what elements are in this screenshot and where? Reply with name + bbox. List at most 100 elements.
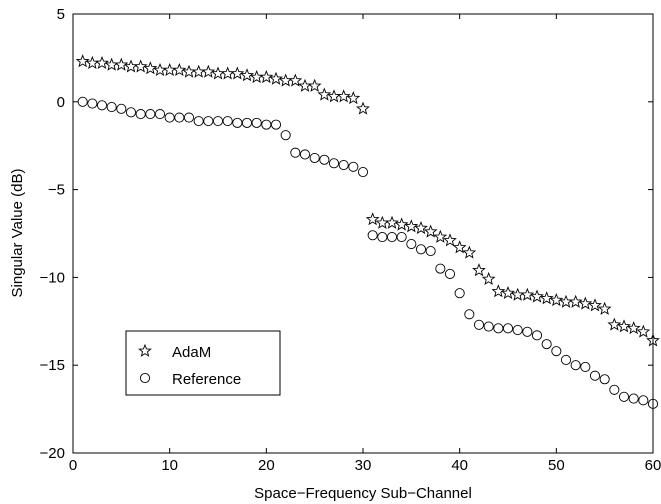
- circle-point: [261, 119, 272, 130]
- y-tick-label: 5: [57, 6, 65, 23]
- star-point: [356, 101, 370, 115]
- circle-point: [106, 102, 117, 113]
- circle-point: [145, 109, 156, 120]
- circle-point: [280, 130, 291, 141]
- circle-point: [232, 117, 243, 128]
- star-point: [443, 233, 457, 247]
- circle-point: [396, 231, 407, 243]
- circle-point: [125, 107, 137, 118]
- y-tick-label: −10: [40, 269, 65, 286]
- star-point: [269, 71, 283, 85]
- circle-point: [473, 319, 485, 330]
- circle-point: [309, 152, 320, 164]
- y-tick-label: 0: [57, 94, 65, 111]
- circle-point: [512, 325, 523, 336]
- x-tick-label: 30: [355, 457, 372, 474]
- circle-point: [193, 116, 204, 127]
- circle-point: [386, 231, 398, 243]
- circle-point: [116, 103, 127, 114]
- legend-box: [125, 330, 281, 396]
- star-point: [423, 224, 438, 238]
- star-point: [394, 217, 409, 231]
- star-point: [307, 78, 322, 92]
- circle-point: [290, 147, 301, 158]
- circle-point: [570, 360, 581, 371]
- star-point: [365, 212, 380, 226]
- circle-point: [406, 238, 417, 250]
- circle-point: [154, 109, 166, 120]
- circle-point: [348, 161, 359, 172]
- circle-point: [183, 112, 195, 123]
- circle-point: [531, 330, 543, 341]
- star-point: [75, 54, 90, 68]
- star-point: [578, 296, 593, 310]
- circle-point: [203, 116, 214, 127]
- x-tick-label: 20: [258, 457, 275, 474]
- star-point: [143, 61, 158, 75]
- circle-point: [367, 230, 378, 241]
- star-point: [201, 64, 216, 78]
- circle-point: [502, 323, 514, 334]
- circle-point: [377, 231, 388, 243]
- y-tick-label: −20: [40, 445, 65, 462]
- star-point: [452, 240, 467, 254]
- star-point: [549, 292, 564, 307]
- star-point: [433, 229, 448, 243]
- legend-marker-adam: [138, 343, 152, 357]
- circle-point: [328, 158, 340, 169]
- y-axis: 5 0 −5 −10 −15 −20: [40, 6, 653, 462]
- circle-point: [638, 395, 649, 406]
- circle-point: [560, 354, 572, 365]
- legend: AdaM Reference: [125, 330, 281, 396]
- circle-point: [541, 339, 552, 350]
- star-point: [568, 294, 583, 308]
- star-point: [240, 68, 254, 82]
- circle-point: [212, 116, 224, 127]
- star-point: [172, 62, 187, 77]
- circle-point: [647, 398, 659, 409]
- circle-point: [522, 326, 533, 337]
- circle-point: [241, 117, 253, 128]
- circle-point: [599, 374, 610, 385]
- x-tick-label: 0: [69, 457, 77, 474]
- y-tick-label: −5: [48, 182, 65, 199]
- star-point: [646, 333, 660, 347]
- star-point: [607, 317, 622, 331]
- star-point: [404, 219, 419, 233]
- star-icon: [138, 343, 152, 357]
- star-point: [472, 263, 486, 277]
- star-point: [617, 319, 631, 333]
- circle-point: [444, 268, 456, 279]
- circle-point: [435, 263, 446, 274]
- y-tick-label: −15: [40, 357, 65, 374]
- star-point: [588, 298, 602, 312]
- circle-point: [270, 119, 282, 130]
- circle-point: [580, 361, 591, 373]
- star-point: [481, 271, 496, 286]
- circle-point: [551, 346, 562, 357]
- circle-point: [415, 244, 427, 255]
- y-axis-label: Singular Value (dB): [9, 169, 26, 298]
- circle-point: [222, 116, 233, 127]
- star-point: [597, 301, 612, 315]
- circle-point: [483, 321, 494, 332]
- star-point: [230, 66, 245, 80]
- circle-point: [609, 384, 620, 395]
- star-point: [385, 215, 399, 229]
- circle-point: [589, 370, 601, 381]
- circle-point: [338, 159, 349, 171]
- circle-point: [454, 288, 465, 299]
- star-point: [636, 324, 651, 338]
- x-tick-label: 40: [451, 457, 468, 474]
- circle-point: [425, 246, 436, 257]
- star-point: [539, 291, 554, 305]
- star-point: [259, 69, 274, 84]
- x-axis-label: Space−Frequency Sub−Channel: [254, 485, 472, 502]
- star-point: [288, 73, 303, 87]
- x-tick-label: 60: [645, 457, 661, 474]
- star-point: [133, 59, 148, 73]
- circle-point: [164, 112, 175, 123]
- star-point: [336, 89, 351, 103]
- circle-point: [357, 166, 369, 178]
